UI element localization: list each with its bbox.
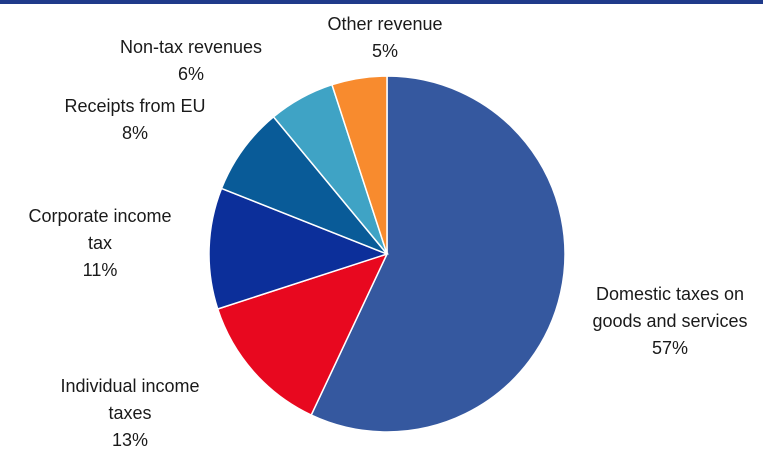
slice-label: Other revenue 5% xyxy=(327,14,442,61)
pie-slices xyxy=(208,75,566,433)
slice-name: Receipts from EU xyxy=(64,96,205,116)
pie-slice xyxy=(216,252,389,417)
slice-percent: 11% xyxy=(83,260,118,280)
pie-slice xyxy=(331,75,388,255)
slice-percent: 57% xyxy=(652,338,688,358)
slice-percent: 6% xyxy=(178,64,204,84)
slice-label: Individual income taxes 13% xyxy=(60,376,199,449)
slice-name: Individual income xyxy=(60,376,199,396)
slice-name: Corporate income xyxy=(28,206,171,226)
slice-name: goods and services xyxy=(592,311,747,331)
slice-name: Non-tax revenues xyxy=(120,37,262,57)
slice-name: taxes xyxy=(108,403,151,423)
slice-percent: 5% xyxy=(372,41,398,61)
pie-slice xyxy=(208,187,390,310)
pie-slice xyxy=(220,115,388,255)
slice-label: Non-tax revenues 6% xyxy=(120,37,262,84)
slice-percent: 13% xyxy=(112,430,148,449)
slice-label: Receipts from EU 8% xyxy=(64,96,205,143)
slice-name: tax xyxy=(88,233,112,253)
pie-labels: Domestic taxes on goods and services 57% In… xyxy=(28,14,747,449)
slice-name: Domestic taxes on xyxy=(596,284,744,304)
slice-label: Corporate income tax 11% xyxy=(28,206,171,280)
top-border xyxy=(0,0,763,4)
pie-slice xyxy=(310,75,566,433)
slice-label: Domestic taxes on goods and services 57% xyxy=(592,284,747,358)
slice-percent: 8% xyxy=(122,123,148,143)
slice-name: Other revenue xyxy=(327,14,442,34)
